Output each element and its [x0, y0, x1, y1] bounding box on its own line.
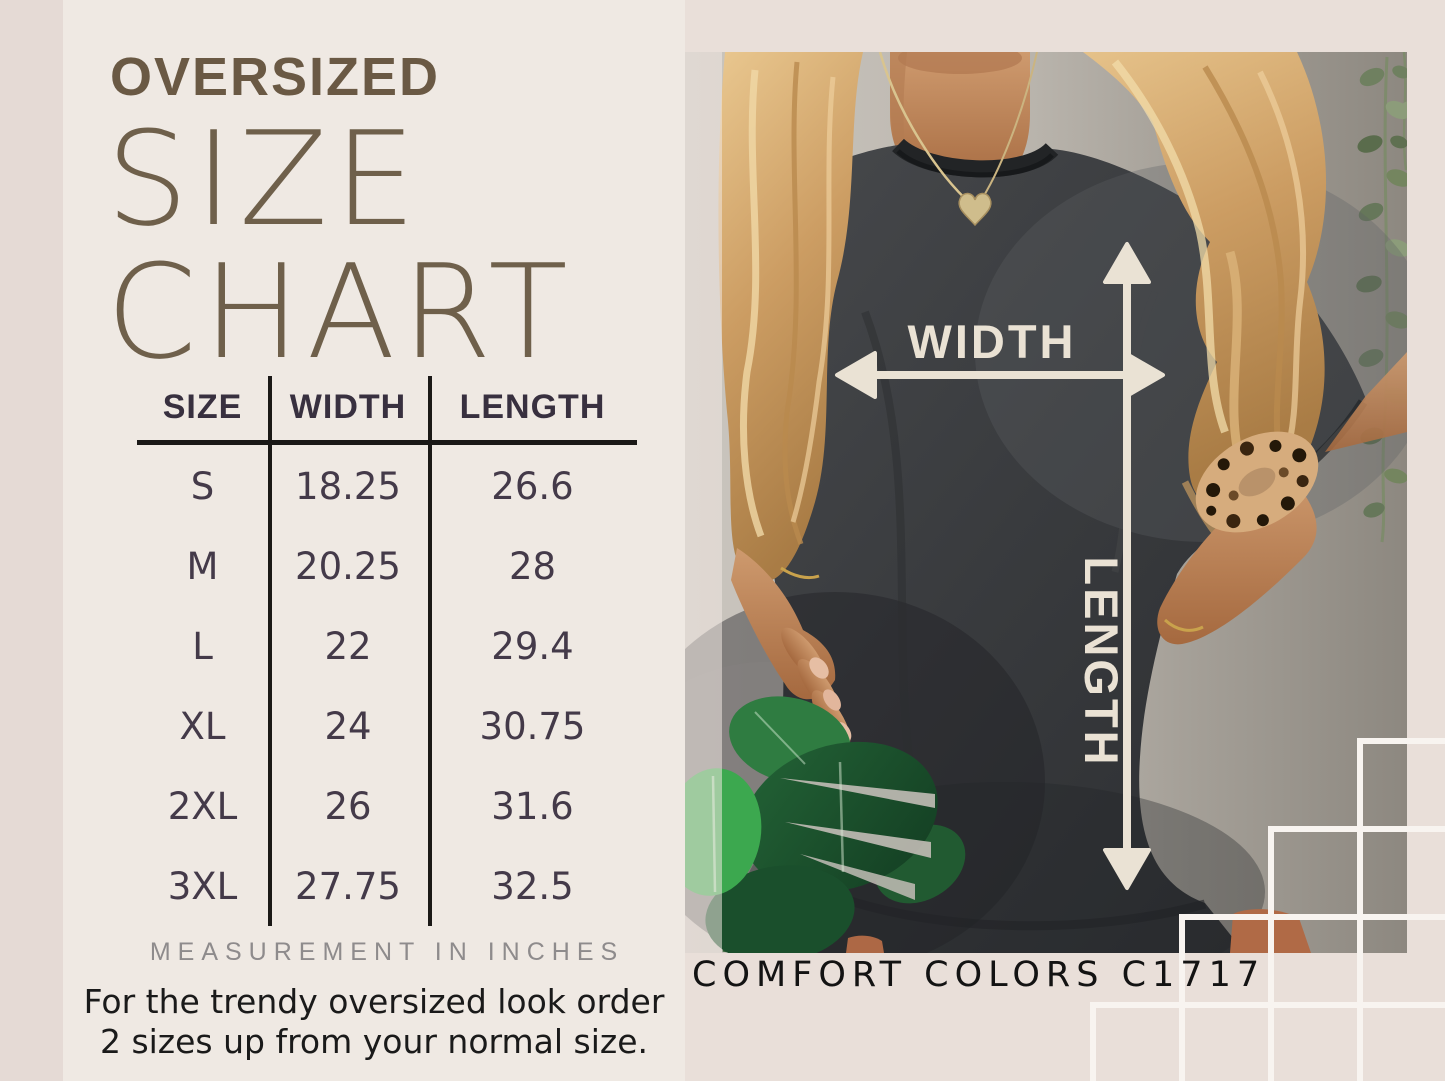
cell-size: L [192, 624, 213, 668]
kicker-title: OVERSIZED [110, 47, 441, 107]
gold-bracelet [1163, 618, 1204, 632]
length-label: LENGTH [1075, 556, 1128, 767]
table-row: M 20.25 28 [137, 526, 637, 606]
table-row: S 18.25 26.6 [137, 446, 637, 526]
cell-width: 18.25 [295, 464, 401, 508]
cell-length: 30.75 [479, 704, 586, 748]
grid-line-v4 [1090, 1002, 1096, 1081]
cell-size: S [190, 464, 215, 508]
cell-width: 24 [324, 704, 372, 748]
length-arrowhead-down [1103, 848, 1151, 890]
table-row: 3XL 27.75 32.5 [137, 846, 637, 926]
model-photo-illustration: WIDTH LENGTH [685, 52, 1407, 953]
page-title-chart: CHART [106, 236, 574, 388]
grid-line-h1 [1357, 738, 1445, 744]
nail [809, 657, 829, 679]
hair-left [718, 52, 863, 582]
grid-line-h2 [1268, 826, 1445, 832]
garment-caption: COMFORT COLORS C1717 [692, 955, 1266, 995]
sizing-advice-line1: For the trendy oversized look order [83, 982, 665, 1021]
cell-width: 27.75 [295, 864, 401, 908]
leopard-scrunchie [1195, 431, 1319, 533]
cell-length: 31.6 [491, 784, 574, 828]
cell-length: 26.6 [491, 464, 574, 508]
gold-necklace [878, 52, 1038, 227]
cell-length: 28 [508, 544, 557, 588]
left-accent-strip [0, 0, 63, 1081]
grid-line-v3 [1179, 914, 1185, 1081]
length-arrowhead-up [1103, 242, 1151, 284]
model-photo: WIDTH LENGTH [685, 52, 1407, 953]
cell-size: 3XL [167, 864, 238, 908]
size-table-header: SIZE WIDTH LENGTH [137, 376, 637, 438]
eucalyptus-plant [1356, 52, 1407, 543]
cell-length: 29.4 [491, 624, 574, 668]
nail [823, 689, 841, 711]
page-title-size: SIZE [106, 103, 423, 255]
sizing-advice-note: For the trendy oversized look order 2 si… [63, 982, 685, 1063]
grid-line-v2 [1268, 826, 1274, 1081]
header-size: SIZE [162, 387, 243, 426]
width-label: WIDTH [907, 315, 1076, 368]
header-length: LENGTH [459, 387, 606, 426]
left-fade-band [685, 52, 722, 953]
sizing-advice-line2: 2 sizes up from your normal size. [99, 1022, 649, 1062]
monstera-plant [685, 696, 966, 953]
width-arrowhead-left [835, 351, 877, 399]
table-divider-vertical-1 [268, 376, 272, 926]
measurement-unit-note: MEASUREMENT IN INCHES [149, 938, 625, 966]
cell-size: XL [179, 704, 226, 748]
cell-width: 26 [324, 784, 372, 828]
grid-line-v1 [1357, 738, 1363, 1081]
size-table-body: S 18.25 26.6 M 20.25 28 L 22 29.4 XL 24 … [137, 446, 637, 926]
table-divider-vertical-2 [428, 376, 432, 926]
grid-line-h4 [1090, 1002, 1445, 1008]
gold-bracelet [780, 566, 820, 580]
table-header-underline [137, 440, 637, 445]
heart-pendant [958, 192, 992, 227]
header-width: WIDTH [289, 387, 407, 426]
cell-size: 2XL [167, 784, 238, 828]
cell-size: M [186, 544, 219, 588]
cell-width: 22 [324, 624, 372, 668]
table-row: L 22 29.4 [137, 606, 637, 686]
leg-skin [846, 935, 884, 953]
grid-line-h3 [1179, 914, 1445, 920]
cell-width: 20.25 [295, 544, 401, 588]
measurement-arrows [835, 242, 1165, 890]
table-row: 2XL 26 31.6 [137, 766, 637, 846]
table-row: XL 24 30.75 [137, 686, 637, 766]
cell-length: 32.5 [491, 864, 574, 908]
